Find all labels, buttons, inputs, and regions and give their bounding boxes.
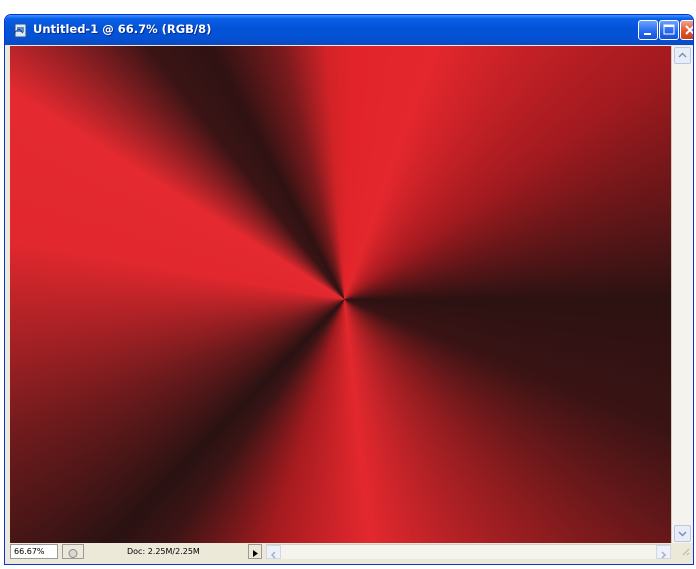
document-size-info: Doc: 2.25M/2.25M <box>127 547 200 556</box>
resize-grip-icon <box>682 548 690 556</box>
right-triangle-icon <box>253 550 258 557</box>
minimize-button[interactable] <box>638 20 658 40</box>
image-canvas[interactable] <box>10 46 671 543</box>
zoom-level-field[interactable]: 66.67% <box>10 544 58 559</box>
scroll-down-button[interactable] <box>674 525 691 542</box>
scroll-right-button[interactable] <box>656 545 671 559</box>
chevron-up-icon <box>678 52 687 58</box>
vertical-scrollbar[interactable] <box>671 46 693 543</box>
status-menu-button[interactable] <box>248 544 262 559</box>
resize-grip[interactable] <box>671 543 693 560</box>
chevron-right-icon <box>661 551 667 559</box>
chevron-left-icon <box>270 551 276 559</box>
maximize-icon <box>663 24 675 35</box>
close-icon <box>685 25 693 35</box>
maximize-button[interactable] <box>659 20 679 40</box>
horizontal-scrollbar[interactable] <box>266 544 671 559</box>
close-button[interactable] <box>680 20 693 40</box>
minimize-icon <box>644 33 651 35</box>
document-window: Untitled-1 @ 66.7% (RGB/8) <box>4 14 694 565</box>
scroll-up-button[interactable] <box>674 47 691 64</box>
chevron-down-icon <box>678 531 687 537</box>
title-bar[interactable]: Untitled-1 @ 66.7% (RGB/8) <box>5 15 693 45</box>
scroll-left-button[interactable] <box>266 545 281 559</box>
status-bar: 66.67% Doc: 2.25M/2.25M <box>10 543 671 560</box>
window-title: Untitled-1 @ 66.7% (RGB/8) <box>33 22 212 36</box>
photoshop-document-icon <box>13 23 27 38</box>
navigator-button[interactable] <box>62 544 84 559</box>
navigator-icon <box>68 549 78 558</box>
